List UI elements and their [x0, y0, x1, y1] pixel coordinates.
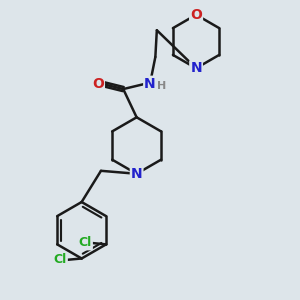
Text: N: N	[190, 61, 202, 75]
Text: O: O	[92, 77, 104, 91]
Text: Cl: Cl	[54, 254, 67, 266]
Text: O: O	[190, 8, 202, 22]
Text: N: N	[144, 77, 156, 91]
Text: N: N	[131, 167, 142, 181]
Text: Cl: Cl	[79, 236, 92, 249]
Text: H: H	[157, 81, 166, 91]
